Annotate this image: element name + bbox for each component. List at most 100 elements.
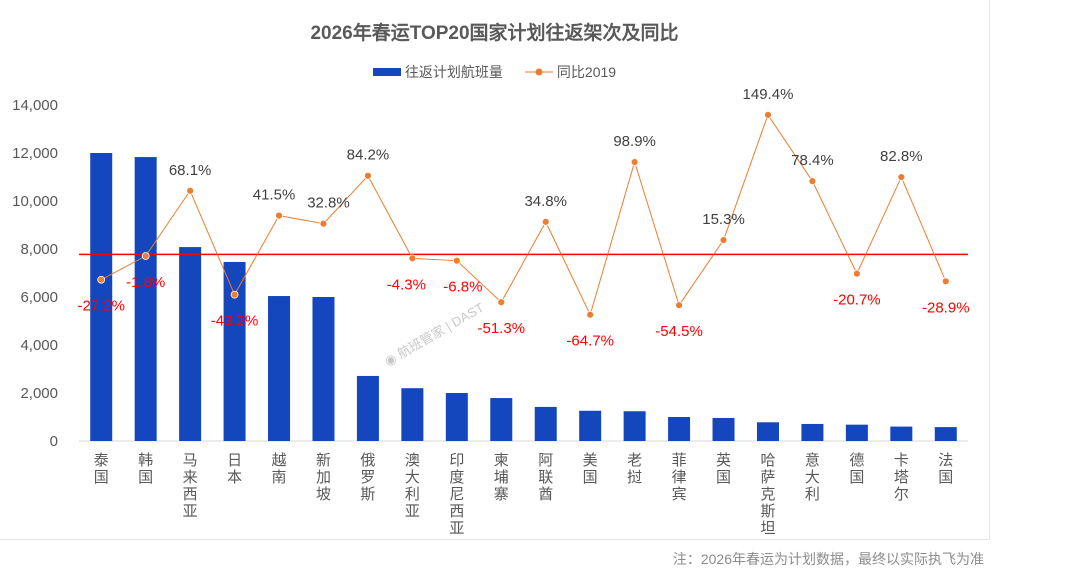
- data-label: -6.8%: [443, 279, 482, 296]
- data-label: 32.8%: [307, 195, 350, 212]
- yoy-point: [141, 252, 150, 260]
- data-label: -51.3%: [478, 320, 526, 337]
- yoy-point: [497, 298, 506, 307]
- x-tick-label: 法国: [938, 452, 953, 486]
- bar: [401, 388, 424, 441]
- x-tick-label: 柬埔寨: [494, 452, 509, 503]
- y-tick-label: 10,000: [12, 193, 58, 210]
- x-tick-label: 卡塔尔: [894, 452, 909, 503]
- data-label: 41.5%: [253, 187, 296, 204]
- x-tick-label: 澳大利亚: [405, 452, 420, 520]
- legend-label-bar: 往返计划航班量: [404, 64, 503, 80]
- data-label: -28.9%: [922, 299, 970, 316]
- bar: [490, 398, 513, 441]
- data-label: -1.8%: [126, 274, 165, 291]
- yoy-point: [764, 110, 772, 119]
- legend-item-bar: 往返计划航班量: [372, 62, 503, 82]
- yoy-point: [630, 158, 639, 166]
- bar: [756, 422, 779, 441]
- yoy-point: [364, 171, 372, 180]
- bar: [268, 296, 291, 441]
- data-label: -20.7%: [833, 292, 881, 309]
- bar: [356, 375, 379, 441]
- yoy-point: [719, 236, 728, 244]
- legend-item-line: 同比2019: [524, 62, 617, 82]
- data-label: -54.5%: [655, 323, 703, 340]
- y-tick-label: 4,000: [20, 337, 58, 354]
- bar: [534, 406, 557, 441]
- x-tick-label: 哈萨克斯坦: [760, 452, 775, 537]
- x-tick-label: 英国: [716, 451, 731, 486]
- yoy-point: [97, 275, 106, 284]
- y-tick-label: 2,000: [20, 385, 58, 402]
- x-tick-label: 老挝: [627, 452, 642, 486]
- data-label: 98.9%: [613, 133, 656, 150]
- y-tick-label: 0: [50, 433, 58, 450]
- footnote: 注：2026年春运为计划数据，最终以实际执飞为准: [672, 551, 984, 567]
- data-label: 82.8%: [880, 148, 923, 165]
- data-label: -43.2%: [211, 313, 259, 330]
- x-tick-label: 新加坡: [316, 452, 331, 503]
- y-tick-label: 8,000: [20, 241, 58, 258]
- x-tick-label: 韩国: [138, 452, 153, 486]
- x-tick-label: 泰国: [94, 452, 109, 486]
- yoy-point: [408, 254, 417, 263]
- chart-frame: [0, 0, 990, 540]
- yoy-point: [275, 211, 283, 220]
- chart-title: 2026年春运TOP20国家计划往返架次及同比: [310, 23, 679, 44]
- bar: [890, 426, 913, 441]
- x-tick-label: 阿联酋: [538, 452, 553, 503]
- bar: [845, 424, 868, 441]
- yoy-point: [808, 177, 817, 186]
- legend-bar-swatch: [372, 68, 401, 76]
- data-label: 34.8%: [524, 193, 567, 210]
- bar: [179, 247, 202, 441]
- legend-line-swatch: [524, 68, 553, 76]
- data-label: 149.4%: [743, 86, 794, 103]
- bar: [312, 297, 335, 441]
- x-tick-label: 马来西亚: [183, 452, 198, 520]
- data-label: 15.3%: [702, 211, 745, 228]
- bar: [134, 157, 157, 441]
- data-label: -4.3%: [387, 276, 426, 293]
- x-tick-label: 意大利: [805, 451, 820, 503]
- x-tick-label: 印度尼西亚: [449, 452, 464, 537]
- yoy-point: [897, 173, 906, 181]
- bar: [801, 423, 824, 441]
- bar: [712, 417, 735, 441]
- data-label: -27.2%: [77, 298, 125, 315]
- yoy-point: [186, 186, 195, 195]
- data-label: 68.1%: [169, 162, 212, 179]
- x-tick-label: 日本: [227, 452, 242, 486]
- data-label: 84.2%: [347, 147, 390, 164]
- x-tick-label: 菲律宾: [672, 452, 687, 503]
- yoy-point: [319, 219, 328, 228]
- yoy-point: [852, 269, 861, 278]
- yoy-point: [230, 290, 239, 299]
- x-tick-label: 俄罗斯: [360, 452, 375, 503]
- y-tick-label: 14,000: [12, 97, 58, 114]
- bar: [623, 411, 646, 441]
- legend-label-line: 同比2019: [556, 64, 617, 80]
- bar: [579, 410, 602, 441]
- bar: [445, 393, 468, 441]
- legend: 往返计划航班量 同比2019: [0, 62, 989, 82]
- yoy-point: [452, 256, 461, 265]
- bar: [934, 427, 957, 441]
- yoy-point: [541, 217, 550, 226]
- bar: [90, 153, 113, 441]
- yoy-point: [586, 310, 595, 319]
- yoy-point: [675, 301, 683, 310]
- yoy-line: [100, 113, 947, 317]
- data-label: 78.4%: [791, 152, 834, 169]
- yoy-point: [941, 277, 950, 286]
- bar: [668, 417, 691, 441]
- y-tick-label: 6,000: [20, 289, 58, 306]
- x-tick-label: 美国: [583, 452, 598, 486]
- x-tick-label: 越南: [272, 452, 287, 486]
- y-tick-label: 12,000: [12, 145, 58, 162]
- bar: [223, 261, 246, 441]
- data-label: -64.7%: [566, 333, 614, 350]
- x-tick-label: 德国: [849, 451, 864, 486]
